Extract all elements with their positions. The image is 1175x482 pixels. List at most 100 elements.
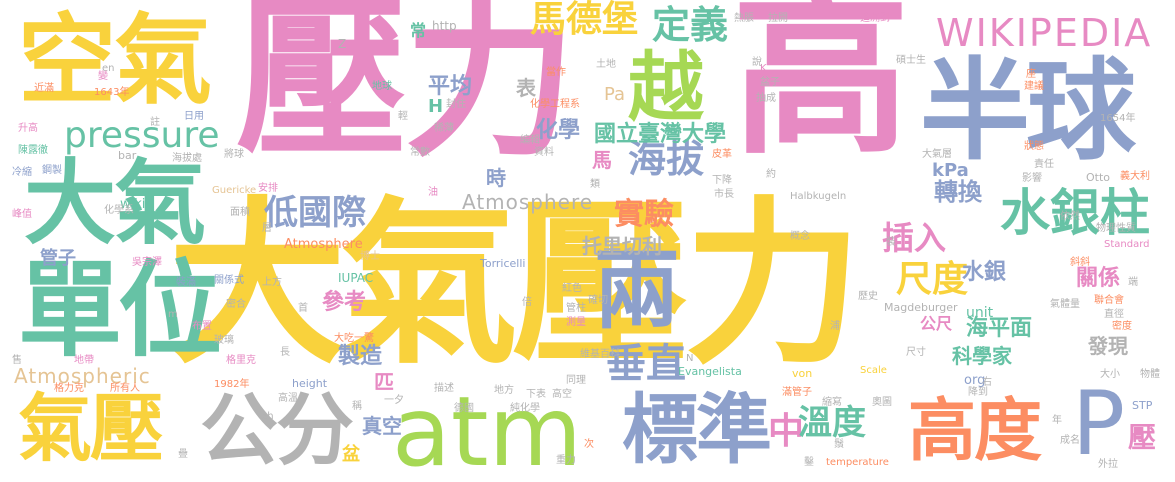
cloud-word: 1982年 [214, 379, 250, 390]
cloud-word: 氣壓 [18, 386, 164, 472]
cloud-word: 單位 [18, 249, 222, 371]
cloud-word: 土地 [596, 59, 616, 70]
cloud-word: 影響 [1022, 173, 1042, 184]
cloud-word: 滿管子 [782, 387, 812, 398]
cloud-word: unit [966, 305, 994, 321]
cloud-word: 測量 [566, 317, 586, 328]
cloud-word: 大氣層 [922, 149, 952, 160]
cloud-word: 匹 [374, 370, 394, 394]
cloud-word: 座 [1026, 69, 1036, 80]
cloud-word: 外拉 [1098, 459, 1118, 470]
cloud-word: Evangelista [678, 365, 742, 378]
cloud-word: 插入 [882, 219, 947, 257]
cloud-word: 所有人 [110, 383, 140, 394]
cloud-word: 安排 [258, 183, 278, 194]
cloud-word: Magdeburger [884, 301, 958, 314]
cloud-word: STP [1132, 399, 1153, 412]
cloud-word: 端 [1128, 277, 1138, 288]
cloud-word: 半球 [920, 47, 1136, 175]
cloud-word: 熱脹 [734, 13, 754, 24]
cloud-word: 下降 [712, 175, 732, 186]
cloud-word: 空氣 [18, 4, 212, 118]
cloud-word: Scale [860, 365, 887, 376]
cloud-word: 格力克 [54, 383, 84, 394]
cloud-word: Pa [604, 84, 626, 105]
cloud-word: H [428, 96, 444, 117]
cloud-word: 布置 [192, 321, 212, 332]
cloud-word: 售 [12, 355, 22, 366]
cloud-word: 1654年 [1100, 113, 1136, 124]
cloud-word: 稀薄 [434, 123, 454, 134]
cloud-word: 峰值 [12, 209, 32, 220]
cloud-word: 水銀柱 [1000, 184, 1150, 242]
cloud-word: 公尺 [920, 314, 953, 333]
cloud-word: 標準 [622, 385, 772, 474]
cloud-word: Standard [1104, 239, 1150, 250]
cloud-word: von [792, 367, 813, 380]
cloud-word: 德國 [454, 403, 474, 414]
cloud-word: 下表 [526, 389, 546, 400]
cloud-word: 面積 [230, 207, 250, 218]
cloud-word: 概念 [790, 231, 810, 242]
cloud-word: 科學家 [952, 344, 1012, 368]
cloud-word: 真空 [362, 414, 402, 438]
cloud-word: en [102, 63, 115, 74]
cloud-word: 追溯到 [860, 13, 890, 24]
cloud-word: 首 [298, 303, 308, 314]
cloud-word: 歷史 [858, 291, 878, 302]
cloud-word: 年 [1052, 415, 1062, 426]
cloud-word: N [686, 353, 694, 364]
cloud-word: 常 [407, 22, 426, 38]
cloud-word: 確切 [588, 295, 608, 306]
cloud-word: 近滿 [34, 83, 54, 94]
cloud-word: 聯合會 [1094, 295, 1124, 306]
cloud-word: 浦 [830, 321, 840, 332]
cloud-word: zh [262, 411, 274, 422]
cloud-word: 國立臺灣大學 [594, 122, 727, 147]
cloud-word: 時 [486, 166, 506, 190]
cloud-word: org [964, 373, 986, 388]
cloud-word: 升高 [18, 123, 38, 134]
cloud-word: 壓力 [236, 0, 576, 180]
cloud-word: 平均 [428, 74, 473, 99]
cloud-word: 右 [982, 377, 992, 388]
cloud-word: 鬚 [834, 439, 844, 450]
cloud-word: 純化學 [510, 403, 540, 414]
cloud-word: 碩士生 [896, 55, 926, 66]
cloud-word: 義大利 [1120, 171, 1150, 182]
cloud-word: 描述 [434, 383, 454, 394]
cloud-word: 冷縮 [12, 167, 32, 178]
cloud-word: 紅色 [562, 283, 582, 294]
cloud-word: 地方 [494, 385, 514, 396]
cloud-word: kPa [932, 160, 969, 181]
cloud-word: 盆子 [760, 77, 780, 88]
cloud-word: 裝 [886, 237, 896, 248]
cloud-word: 吳宗澤 [132, 257, 162, 268]
cloud-word: atm [392, 376, 582, 482]
cloud-word: Atmosphere [284, 237, 363, 252]
cloud-word: 說 [752, 57, 762, 68]
cloud-word: 物體 [1140, 369, 1160, 380]
cloud-word: 稱 [352, 401, 362, 412]
cloud-word: 註 [150, 117, 160, 128]
cloud-word: 編輯 [520, 135, 540, 146]
cloud-word: Z [338, 37, 347, 51]
cloud-word: 次 [584, 439, 594, 450]
cloud-word: 密合 [226, 299, 246, 310]
cloud-word: 密度 [1112, 321, 1132, 332]
cloud-word: 倍 [522, 297, 532, 308]
cloud-word: 地球 [372, 81, 392, 92]
cloud-word: 常數 [410, 147, 430, 158]
cloud-word: 資料 [534, 147, 554, 158]
cloud-word: 維基百科 [580, 349, 620, 360]
cloud-word: 日用 [184, 111, 204, 122]
cloud-word: 氣體量 [1050, 299, 1080, 310]
cloud-word: 成名 [1060, 435, 1080, 446]
cloud-word: 上方 [262, 277, 282, 288]
cloud-word: http [432, 19, 457, 33]
cloud-word: 高溫 [278, 393, 298, 404]
cloud-word: 抽成 [756, 93, 776, 104]
cloud-word: 地帶 [74, 355, 94, 366]
cloud-word: 降到 [968, 387, 988, 398]
